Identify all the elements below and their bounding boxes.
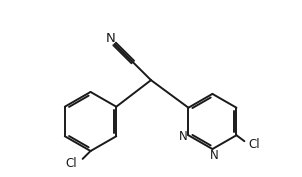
Text: Cl: Cl (65, 157, 77, 170)
Text: N: N (106, 32, 116, 45)
Text: N: N (210, 149, 219, 162)
Text: Cl: Cl (249, 138, 260, 151)
Text: N: N (179, 130, 188, 143)
